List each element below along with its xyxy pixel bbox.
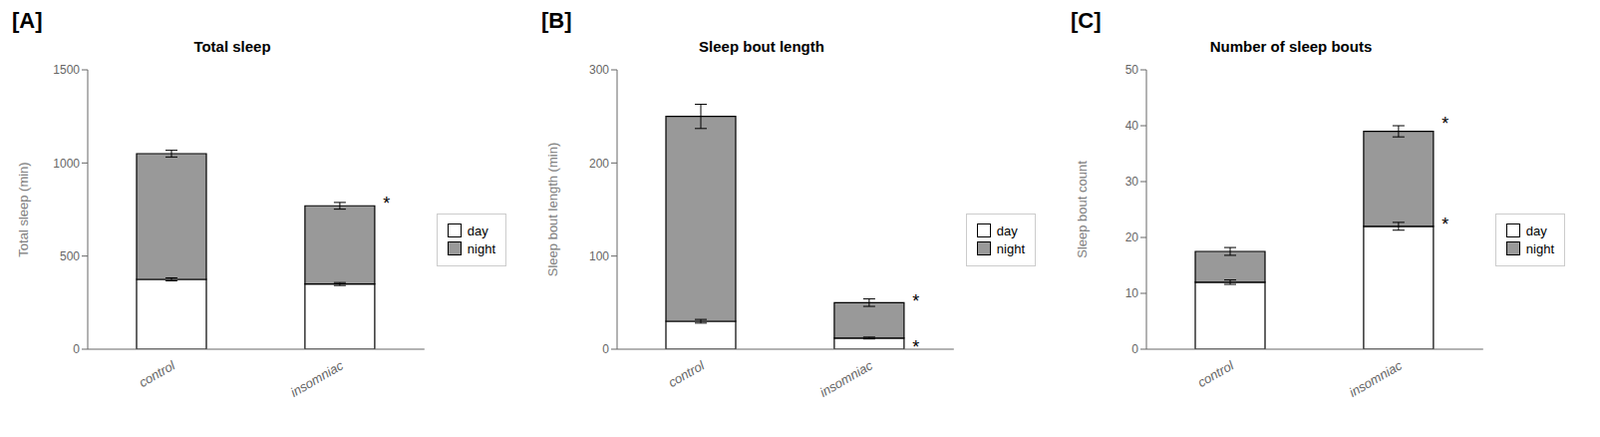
svg-text:30: 30: [1125, 174, 1140, 189]
svg-text:insomniac: insomniac: [288, 356, 347, 400]
html-text:night: night: [467, 240, 496, 256]
svg-text:*: *: [382, 193, 390, 214]
svg-text:insomniac: insomniac: [817, 356, 877, 400]
svg-text:300: 300: [589, 62, 610, 77]
svg-text:0: 0: [1131, 341, 1139, 356]
svg-text:control: control: [1195, 356, 1238, 390]
html-text:[C]: [C]: [1070, 7, 1102, 33]
svg-text:*: *: [912, 336, 920, 357]
svg-text:0: 0: [602, 341, 610, 356]
html-text:day: day: [1526, 222, 1547, 238]
svg-text:100: 100: [589, 249, 610, 264]
svg-text:*: *: [1441, 214, 1449, 235]
html-text:day: day: [996, 222, 1018, 238]
svg-text:Total sleep (min): Total sleep (min): [15, 161, 31, 257]
svg-text:control: control: [136, 356, 179, 390]
html-text:Number of sleep bouts: Number of sleep bouts: [1209, 37, 1373, 55]
svg-text:control: control: [665, 356, 708, 390]
svg-text:40: 40: [1125, 118, 1140, 133]
svg-text:Sleep bout count: Sleep bout count: [1074, 160, 1090, 259]
svg-text:1500: 1500: [52, 62, 80, 77]
svg-text:10: 10: [1125, 286, 1140, 301]
html-text:night: night: [996, 240, 1025, 256]
html-text:[A]: [A]: [11, 7, 43, 33]
html-text:day: day: [467, 222, 489, 238]
svg-text:1000: 1000: [52, 156, 80, 171]
html-text:night: night: [1526, 240, 1555, 256]
svg-text:Sleep bout length (min): Sleep bout length (min): [545, 142, 561, 277]
svg-text:500: 500: [59, 249, 80, 264]
html-text:[B]: [B]: [541, 7, 572, 33]
html-text:Total sleep: Total sleep: [193, 37, 271, 55]
html-text:Sleep bout length: Sleep bout length: [698, 37, 825, 55]
svg-text:0: 0: [72, 341, 80, 356]
svg-text:50: 50: [1125, 62, 1140, 77]
svg-text:200: 200: [589, 156, 610, 171]
svg-text:20: 20: [1125, 230, 1140, 245]
svg-text:insomniac: insomniac: [1346, 356, 1406, 400]
svg-text:*: *: [1441, 113, 1449, 134]
svg-text:*: *: [912, 291, 920, 312]
